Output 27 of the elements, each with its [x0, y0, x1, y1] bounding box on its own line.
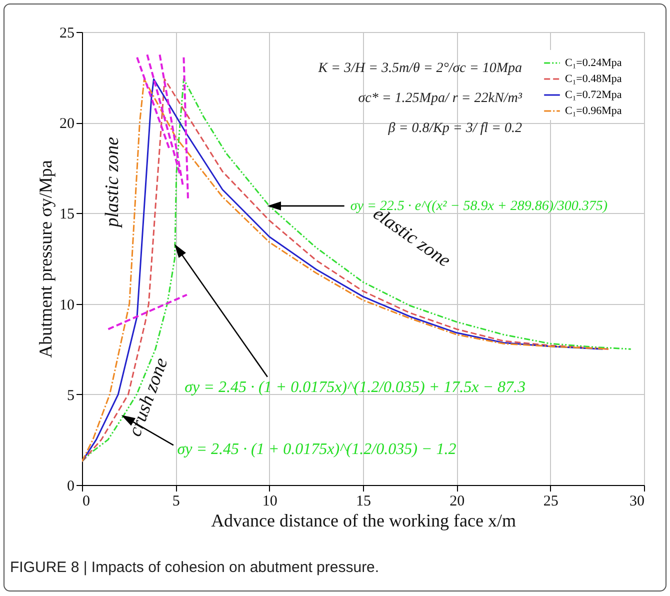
x-tick-label: 30 — [630, 494, 644, 510]
x-tick-label: 25 — [543, 494, 558, 510]
x-tick-label: 10 — [262, 494, 278, 510]
annotation: crush zone — [124, 355, 172, 440]
annotation: σy = 2.45 · (1 + 0.0175x)^(1.2/0.035) + 17.5x − 87.3 — [184, 378, 526, 396]
y-tick-label: 10 — [60, 297, 74, 314]
legend-label: C₁=0.96Mpa — [565, 105, 622, 117]
annotation: K = 3/H = 3.5m/θ = 2°/σc = 10Mpa — [317, 61, 522, 76]
y-tick-label: 0 — [67, 478, 74, 494]
annotation: plastic zone — [102, 136, 123, 230]
x-tick-label: 20 — [450, 494, 465, 510]
legend-label: C₁=0.72Mpa — [565, 89, 622, 101]
x-tick-label: 15 — [356, 494, 371, 510]
y-tick-label: 15 — [60, 206, 74, 223]
y-tick-label: 20 — [60, 116, 74, 132]
y-tick-label: 5 — [67, 388, 74, 404]
caption: FIGURE 8 | Impacts of cohesion on abutment pressure. — [10, 559, 380, 576]
legend-label: C₁=0.48Mpa — [565, 73, 622, 85]
x-axis-title: Advance distance of the working face x/m — [211, 510, 516, 530]
y-tick-label: 25 — [60, 26, 74, 42]
annotation: σc* = 1.25Mpa/ r = 22kN/m³ — [358, 91, 523, 106]
x-tick-label: 0 — [82, 494, 90, 510]
annotation: β = 0.8/Kp = 3/ fl = 0.2 — [387, 121, 522, 136]
y-axis-title: Abutment pressure σy/Mpa — [36, 160, 56, 358]
legend-label: C₁=0.24Mpa — [565, 57, 622, 69]
x-tick-label: 5 — [172, 494, 180, 510]
annotation: σy = 2.45 · (1 + 0.0175x)^(1.2/0.035) − 1.2 — [177, 441, 456, 458]
